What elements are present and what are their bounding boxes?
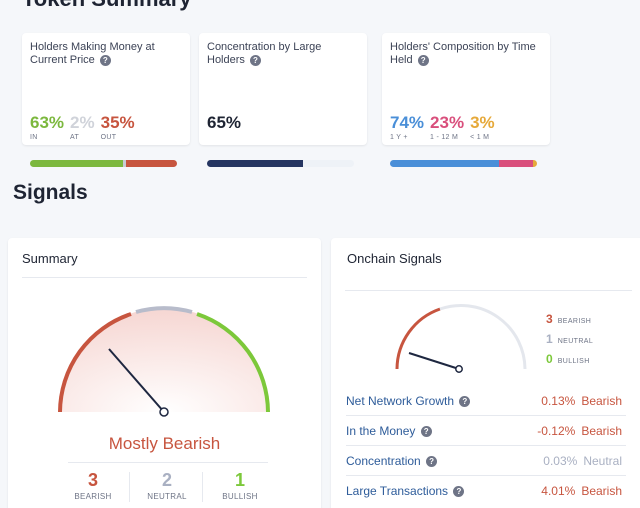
signal-name[interactable]: Net Network Growth ? <box>346 394 471 408</box>
bar-segment-y1 <box>390 160 499 167</box>
summary-divider <box>22 277 307 278</box>
m12-label: 1 - 12 M <box>430 134 459 141</box>
count-divider-2 <box>202 472 203 502</box>
bar-segment-out <box>125 160 177 167</box>
gauge-arc-bullish <box>196 312 270 413</box>
signals-title: Signals <box>13 181 88 204</box>
help-icon[interactable]: ? <box>99 54 111 66</box>
in-pct: 63% <box>30 113 65 132</box>
onchain-divider <box>345 290 632 291</box>
signal-name[interactable]: Large Transactions ? <box>346 484 465 498</box>
gauge-pivot <box>159 407 169 417</box>
onchain-gauge <box>395 303 527 373</box>
onchain-pivot <box>455 365 463 373</box>
onchain-arc-neutral <box>439 303 527 370</box>
y1-label: 1 Y + <box>390 134 408 141</box>
count-divider-1 <box>129 472 130 502</box>
composition-bar <box>390 160 537 167</box>
gauge-arc-bearish <box>58 312 132 413</box>
m12-pct: 23% <box>430 113 465 132</box>
onchain-panel: Onchain Signals <box>331 238 640 508</box>
signal-value: -0.12% Bearish <box>537 424 622 438</box>
signal-value: 0.13% Bearish <box>541 394 622 408</box>
m1-label: < 1 M <box>470 134 490 141</box>
bar-segment-in <box>30 160 123 167</box>
composition-card: Holders' Composition by Time Held ? 74% 1… <box>382 33 550 167</box>
concentration-bar <box>207 160 354 167</box>
onchain-neutral-count: 1 NEUTRAL <box>546 332 594 346</box>
concentration-label: Concentration by Large Holders ? <box>207 41 322 66</box>
bar-segment-rest <box>302 160 354 167</box>
summary-gauge <box>58 306 270 417</box>
signal-name[interactable]: Concentration ? <box>346 454 438 468</box>
help-icon[interactable]: ? <box>420 426 432 438</box>
m1-pct: 3% <box>470 113 495 132</box>
summary-title: Summary <box>22 251 78 266</box>
help-icon[interactable]: ? <box>417 54 429 66</box>
summary-bearish-count: 3 BEARISH <box>74 470 112 501</box>
holders-money-card: Holders Making Money at Current Price ? … <box>22 33 190 167</box>
signal-name[interactable]: In the Money ? <box>346 424 432 438</box>
help-icon[interactable]: ? <box>249 54 261 66</box>
gauge-arc-neutral <box>135 306 193 314</box>
signal-row: Large Transactions ? 4.01% Bearish <box>346 476 626 506</box>
bar-segment-fill <box>207 160 303 167</box>
onchain-bearish-count: 3 BEARISH <box>546 312 592 326</box>
help-icon[interactable]: ? <box>453 486 465 498</box>
at-pct: 2% <box>70 113 95 132</box>
summary-bullish-count: 1 BULLISH <box>222 470 258 501</box>
bar-segment-m1 <box>532 160 537 167</box>
help-icon[interactable]: ? <box>459 396 471 408</box>
onchain-arc-bearish <box>395 307 441 370</box>
signal-value: 0.03% Neutral <box>543 454 622 468</box>
bar-segment-at <box>122 160 126 167</box>
gauge-fill <box>60 308 268 412</box>
composition-label: Holders' Composition by Time Held ? <box>390 41 536 66</box>
token-summary-title: Token Summary <box>22 0 192 12</box>
onchain-needle <box>408 352 460 370</box>
bar-segment-m12 <box>498 160 533 167</box>
out-label: OUT <box>100 134 117 141</box>
y1-pct: 74% <box>390 113 425 132</box>
holders-money-label: Holders Making Money at Current Price ? <box>30 41 155 66</box>
concentration-card: Concentration by Large Holders ? 65% <box>199 33 367 167</box>
onchain-title: Onchain Signals <box>347 251 442 266</box>
at-label: AT <box>70 134 80 141</box>
help-icon[interactable]: ? <box>426 456 438 468</box>
gauge-needle <box>108 348 165 413</box>
in-label: IN <box>30 134 38 141</box>
holders-money-bar <box>30 160 177 167</box>
signal-value: 4.01% Bearish <box>541 484 622 498</box>
summary-panel: Summary Mostly Bearish 3 BEARISH 2 NEUTR… <box>8 238 321 508</box>
out-pct: 35% <box>100 113 135 132</box>
summary-verdict: Mostly Bearish <box>108 434 221 453</box>
summary-neutral-count: 2 NEUTRAL <box>147 470 187 501</box>
signal-row: Concentration ? 0.03% Neutral <box>346 446 626 476</box>
verdict-divider <box>68 462 268 463</box>
signal-row: In the Money ? -0.12% Bearish <box>346 416 626 446</box>
concentration-pct: 65% <box>207 113 242 132</box>
signal-row: Net Network Growth ? 0.13% Bearish <box>346 386 626 416</box>
onchain-bullish-count: 0 BULLISH <box>546 352 590 366</box>
